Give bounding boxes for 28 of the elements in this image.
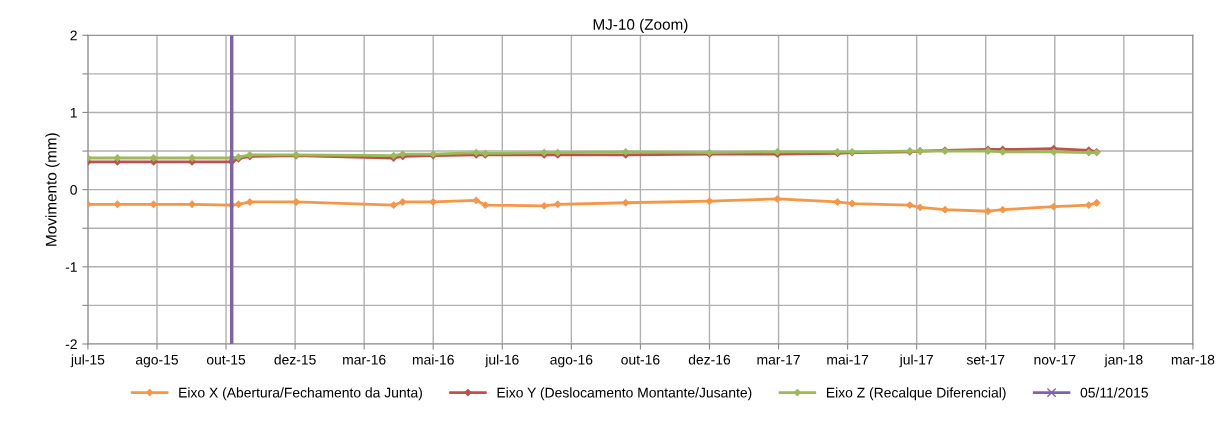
x-tick-label: nov-17 xyxy=(1034,354,1076,365)
legend-label: Eixo X (Abertura/Fechamento da Junta) xyxy=(179,387,422,401)
legend-label: 05/11/2015 xyxy=(1080,387,1148,398)
y-tick-label: 0 xyxy=(70,184,77,195)
x-tick-label: mai-16 xyxy=(412,354,454,365)
chart-title: MJ-10 (Zoom) xyxy=(593,18,688,33)
x-tick-label: jul-17 xyxy=(899,354,933,368)
x-tick-label: ago-16 xyxy=(550,354,593,368)
legend-label: Eixo Z (Recalque Diferencial) xyxy=(826,387,1006,401)
x-tick-label: mar-16 xyxy=(343,354,386,365)
x-tick-label: dez-15 xyxy=(274,354,316,365)
legend-label: Eixo Y (Deslocamento Montante/Jusante) xyxy=(497,387,752,401)
x-tick-label: set-17 xyxy=(966,354,1005,365)
x-tick-label: ago-15 xyxy=(135,354,179,368)
x-tick-label: mai-17 xyxy=(827,354,869,365)
x-tick-label: dez-16 xyxy=(688,354,731,365)
y-tick-label: 2 xyxy=(70,30,77,41)
y-tick-label: -1 xyxy=(65,262,77,272)
y-tick-label: -2 xyxy=(65,339,77,350)
x-tick-label: mar-18 xyxy=(1171,354,1215,365)
x-tick-label: jan-18 xyxy=(1104,354,1143,368)
x-tick-label: out-16 xyxy=(621,354,660,365)
x-tick-label: out-15 xyxy=(206,354,246,365)
y-axis-title: Movimento (mm) xyxy=(45,133,60,246)
y-tick-label: 1 xyxy=(70,107,77,118)
x-tick-label: mar-17 xyxy=(757,354,800,365)
x-tick-label: jul-15 xyxy=(70,354,105,368)
x-tick-label: jul-16 xyxy=(484,354,519,368)
